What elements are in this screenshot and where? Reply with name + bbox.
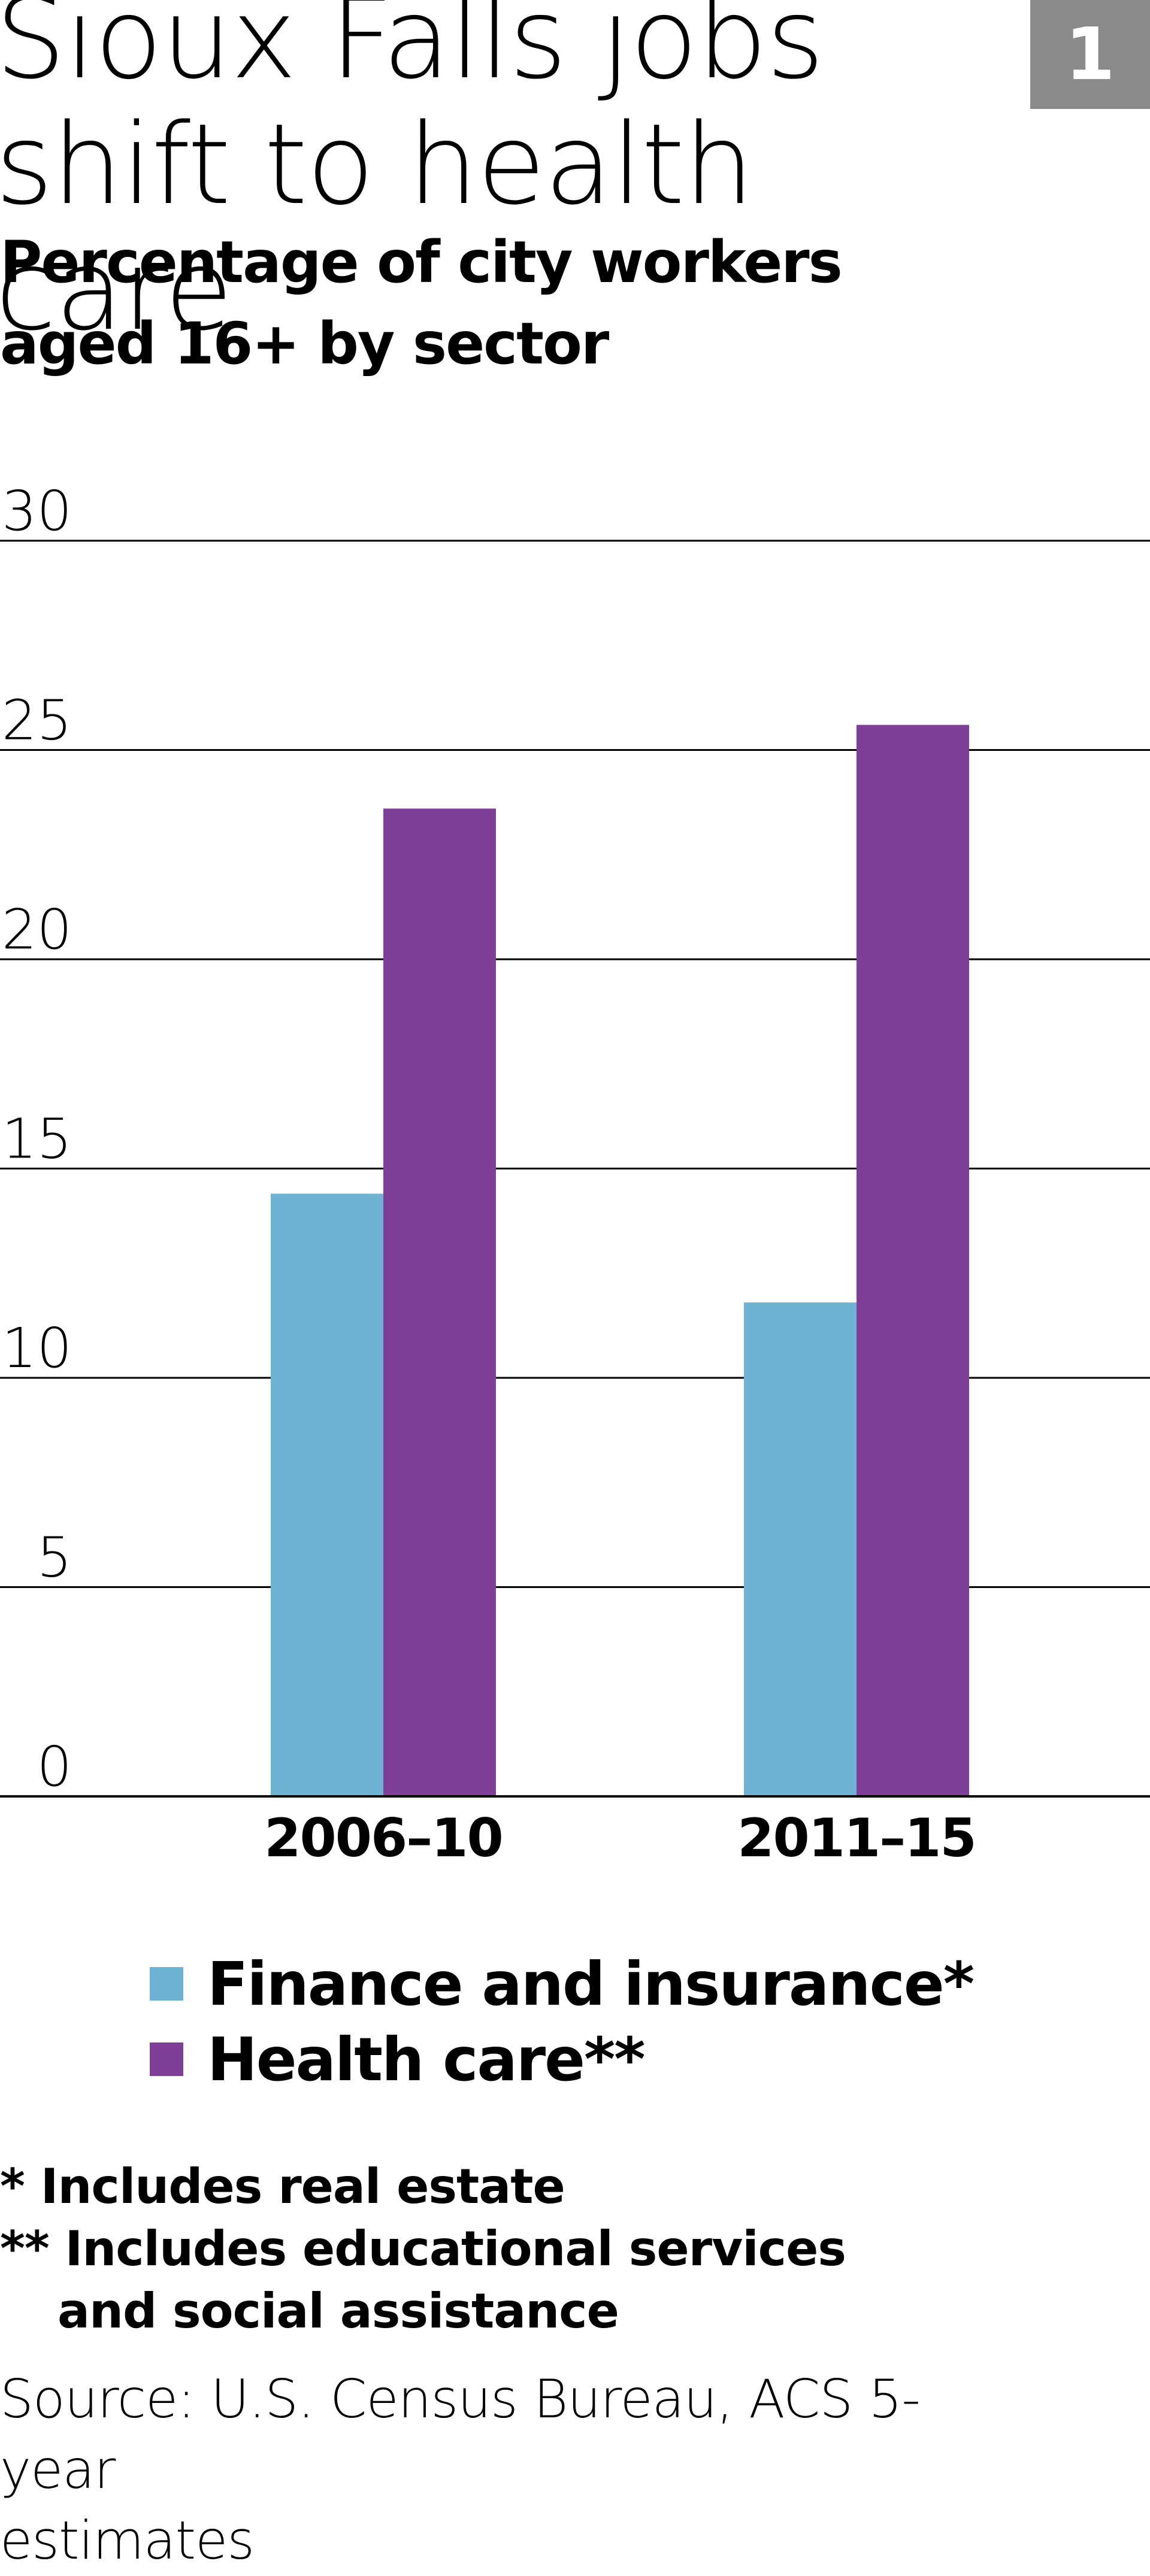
chart-title-line-2: shift to health care: [0, 99, 754, 355]
legend-label-finance: Finance and insurance*: [207, 1948, 975, 2019]
chart-subtitle-line-2: aged 16+ by sector: [0, 310, 609, 377]
legend-swatch-finance: [150, 1967, 183, 2001]
legend-item-finance: Finance and insurance*: [150, 1946, 975, 2022]
y-tick-label-15: 15: [2, 1107, 72, 1171]
legend-swatch-health: [150, 2042, 183, 2076]
y-tick-label-5: 5: [37, 1526, 72, 1590]
y-tick-label-10: 10: [2, 1316, 72, 1380]
chart-title: Sioux Falls jobs shift to health care: [0, 0, 978, 353]
legend-item-health: Health care**: [150, 2022, 973, 2097]
footnote-real-estate: * Includes real estate: [0, 2159, 565, 2214]
x-tick-label-0: 2006–10: [264, 1807, 502, 1869]
source-line-1: Source: U.S. Census Bureau, ACS 5-year: [0, 2368, 921, 2501]
bar-finance-0: [271, 1193, 383, 1796]
bar-chart: 0 5 10 15 20 25 30 2006–10 2011–15: [0, 479, 1150, 1869]
footnotes: * Includes real estate ** Includes educa…: [0, 2156, 1138, 2342]
source-note: Source: U.S. Census Bureau, ACS 5-year e…: [0, 2364, 1018, 2576]
footnote-social-assistance: and social assistance: [58, 2283, 619, 2339]
y-tick-label-30: 30: [2, 479, 72, 543]
footnote-educational-services: ** Includes educational services: [0, 2221, 846, 2277]
chart-subtitle: Percentage of city workers aged 16+ by s…: [0, 222, 898, 384]
chart-title-line-1: Sioux Falls jobs: [0, 0, 824, 104]
chart-legend: Finance and insurance* Health care**: [150, 1946, 975, 2097]
y-tick-label-25: 25: [2, 689, 72, 753]
x-tick-label-1: 2011–15: [737, 1807, 975, 1869]
bar-finance-1: [744, 1302, 857, 1796]
y-tick-label-20: 20: [2, 898, 72, 962]
y-tick-label-0: 0: [37, 1735, 72, 1799]
chart-subtitle-line-1: Percentage of city workers: [0, 229, 843, 296]
bar-health-1: [857, 725, 969, 1796]
figure-number-badge: 1: [1030, 0, 1150, 109]
bar-health-0: [383, 808, 496, 1796]
legend-label-health: Health care**: [207, 2024, 646, 2095]
source-line-2: estimates: [0, 2510, 255, 2571]
